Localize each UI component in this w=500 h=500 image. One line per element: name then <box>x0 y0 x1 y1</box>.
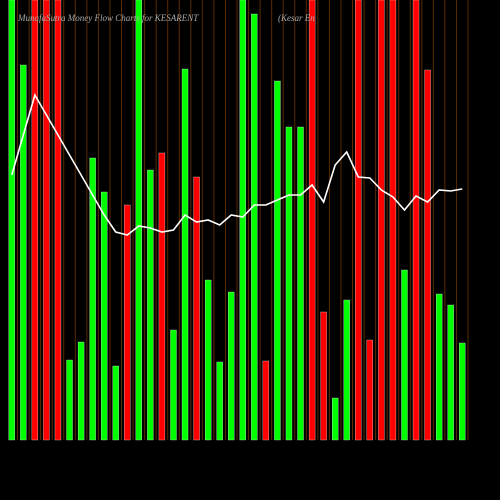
bar <box>147 169 154 441</box>
bar <box>251 13 258 441</box>
bar <box>228 291 235 441</box>
bar <box>77 341 85 441</box>
bar <box>435 293 443 441</box>
bar <box>332 397 339 441</box>
bar <box>31 0 39 441</box>
bar <box>355 0 362 441</box>
bar <box>297 126 304 441</box>
bar <box>320 311 327 441</box>
bar <box>447 304 454 441</box>
bar <box>43 0 50 441</box>
bar <box>424 69 431 441</box>
bar <box>193 176 200 441</box>
bar <box>378 0 385 441</box>
bar <box>54 0 62 441</box>
bar <box>101 191 108 441</box>
bar <box>216 361 223 441</box>
bar <box>20 64 27 441</box>
bar <box>389 0 397 441</box>
bar <box>170 329 177 441</box>
chart-subtitle: (Kesar En <box>278 13 315 23</box>
bar <box>262 360 270 441</box>
bar <box>135 0 142 441</box>
bar <box>124 204 131 441</box>
bar <box>274 80 281 441</box>
bar <box>66 359 73 441</box>
plot-area <box>8 0 469 441</box>
bar <box>181 68 189 441</box>
bar <box>89 157 96 441</box>
bar <box>158 152 166 441</box>
price-line <box>11 92 463 236</box>
bar <box>8 0 15 441</box>
bar <box>285 126 293 441</box>
bar <box>112 365 119 441</box>
bar <box>239 0 246 441</box>
bar <box>459 342 466 441</box>
bar <box>401 269 408 441</box>
bar <box>366 339 373 441</box>
bar <box>412 0 420 441</box>
bar <box>343 299 350 441</box>
chart-title: MunafaSutra Money Flow Charts for KESARE… <box>17 13 199 23</box>
bar <box>204 279 212 441</box>
bar <box>308 0 316 441</box>
